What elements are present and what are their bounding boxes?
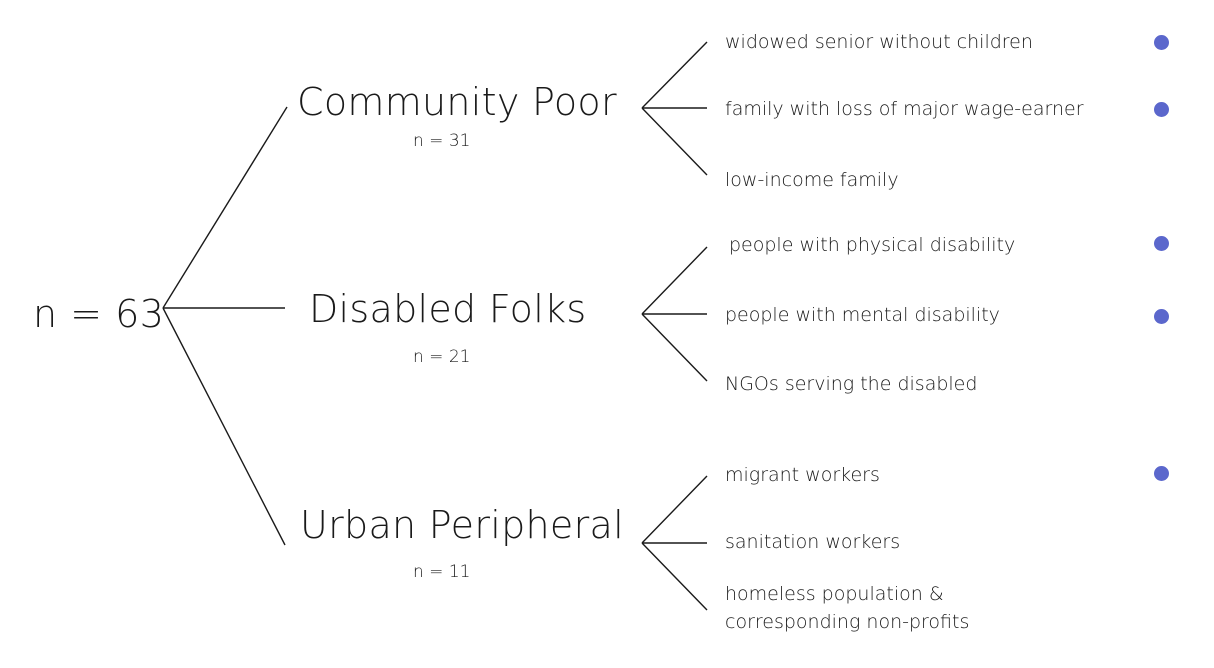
connector-root-urban-peripheral (162, 307, 286, 546)
leaf-label: low-income family (725, 169, 899, 191)
group-count-disabled-folks: n = 21 (413, 347, 471, 367)
leaf-label: sanitation workers (725, 531, 901, 553)
marker-dot (1154, 236, 1169, 251)
leaf-label: family with loss of major wage-earner (725, 98, 1084, 120)
marker-dot (1154, 466, 1169, 481)
group-count-urban-peripheral: n = 11 (413, 562, 471, 582)
connector-community-poor-leaf-3 (641, 107, 708, 176)
connector-urban-peripheral-leaf-3 (641, 542, 708, 611)
connector-disabled-folks-leaf-1 (641, 246, 708, 315)
leaf-label: people with physical disability (729, 234, 1016, 256)
connector-urban-peripheral-leaf-1 (641, 475, 708, 544)
marker-dot (1154, 309, 1169, 324)
connector-root-community-poor (162, 106, 288, 309)
leaf-label: corresponding non-profits (725, 611, 970, 633)
connector-disabled-folks-leaf-3 (641, 313, 708, 382)
group-title-disabled-folks: Disabled Folks (309, 287, 587, 331)
root-count-label: n = 63 (33, 292, 165, 336)
marker-dot (1154, 35, 1169, 50)
connector-community-poor-leaf-1 (641, 41, 708, 109)
marker-dot (1154, 102, 1169, 117)
leaf-label: homeless population & (725, 583, 944, 605)
leaf-label: widowed senior without children (725, 31, 1033, 53)
leaf-label: people with mental disability (725, 304, 1000, 326)
group-title-urban-peripheral: Urban Peripheral (300, 503, 624, 547)
leaf-label: NGOs serving the disabled (725, 373, 978, 395)
group-count-community-poor: n = 31 (413, 131, 471, 151)
leaf-label: migrant workers (725, 464, 880, 486)
group-title-community-poor: Community Poor (297, 80, 617, 124)
